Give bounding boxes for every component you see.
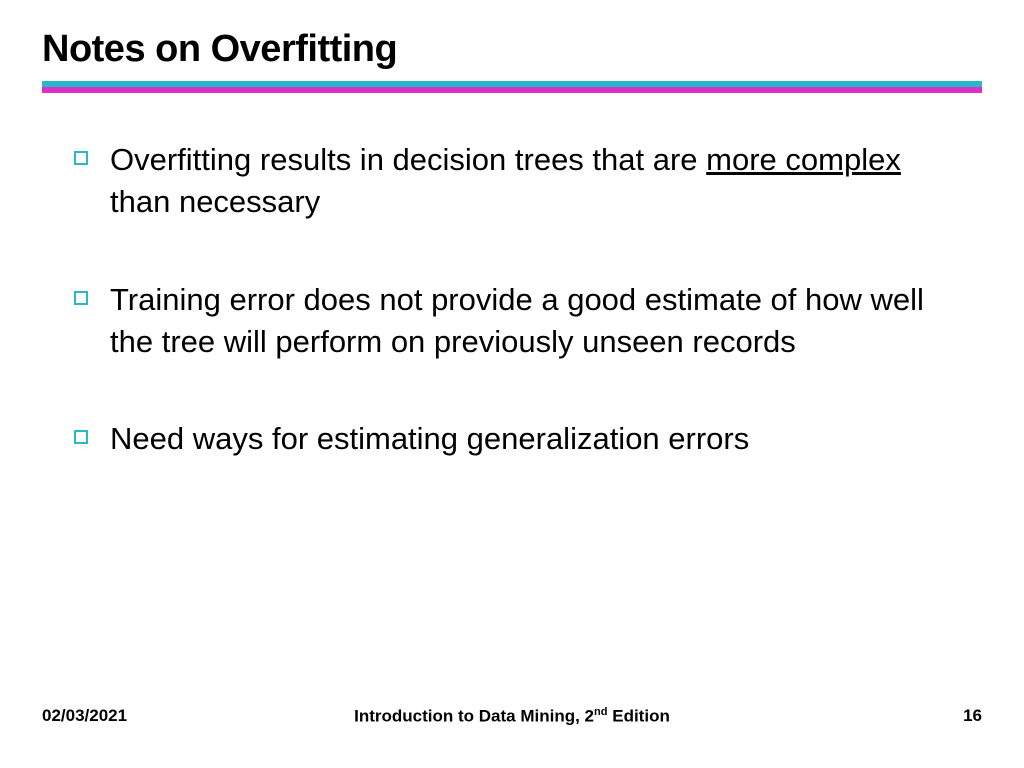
footer-date: 02/03/2021 [42, 706, 127, 726]
list-item: Need ways for estimating generalization … [74, 418, 982, 460]
bullet-icon [74, 151, 88, 165]
bullet-text-underline: more complex [706, 142, 901, 177]
bullet-text-post: than necessary [110, 184, 320, 219]
bullet-text-pre: Training error does not provide a good e… [110, 282, 924, 359]
footer-page-number: 16 [963, 706, 982, 726]
slide-title: Notes on Overfitting [42, 28, 982, 71]
bullet-text-pre: Need ways for estimating generalization … [110, 421, 749, 456]
divider-bottom [42, 87, 982, 93]
bullet-icon [74, 430, 88, 444]
list-item: Training error does not provide a good e… [74, 279, 982, 363]
slide-footer: 02/03/2021 Introduction to Data Mining, … [42, 706, 982, 726]
bullet-text-pre: Overfitting results in decision trees th… [110, 142, 706, 177]
title-divider [42, 81, 982, 93]
footer-title: Introduction to Data Mining, 2nd Edition [42, 706, 982, 727]
bullet-text: Need ways for estimating generalization … [110, 418, 749, 460]
slide: Notes on Overfitting Overfitting results… [0, 0, 1024, 768]
bullet-text: Overfitting results in decision trees th… [110, 139, 940, 223]
bullet-text: Training error does not provide a good e… [110, 279, 940, 363]
footer-title-sup: nd [594, 706, 608, 718]
bullet-icon [74, 291, 88, 305]
list-item: Overfitting results in decision trees th… [74, 139, 982, 223]
bullet-list: Overfitting results in decision trees th… [42, 139, 982, 460]
footer-title-pre: Introduction to Data Mining, 2 [354, 707, 594, 726]
footer-title-post: Edition [608, 707, 670, 726]
